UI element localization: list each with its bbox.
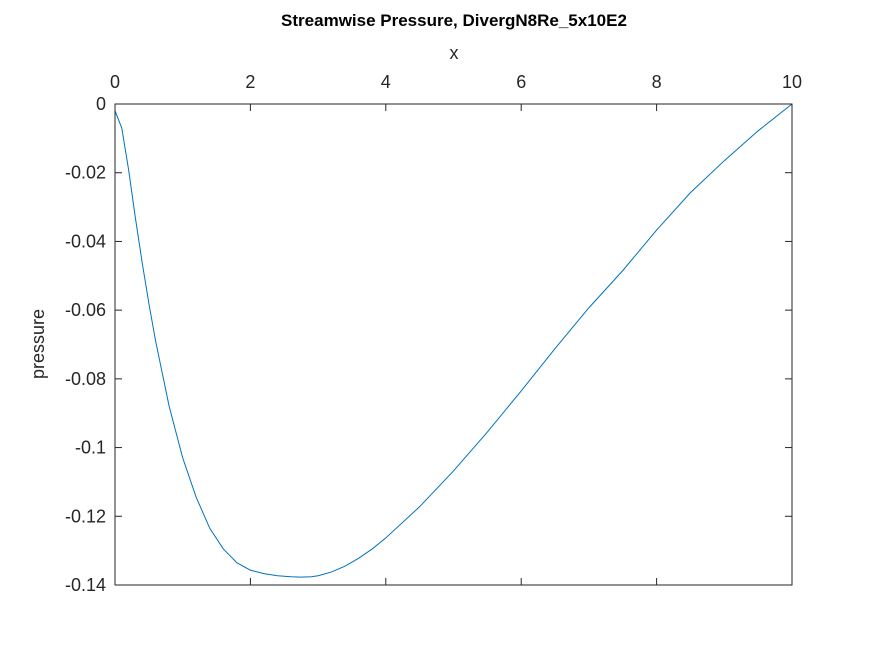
x-tick-label: 4: [381, 72, 391, 92]
x-axis-label: x: [450, 43, 459, 63]
y-tick-label: -0.12: [65, 506, 106, 526]
y-tick-label: -0.06: [65, 300, 106, 320]
y-tick-label: 0: [96, 94, 106, 114]
y-tick-label: -0.14: [65, 575, 106, 595]
x-tick-label: 8: [652, 72, 662, 92]
axis-ticks: 0 2 4 6 8 10 0 -0.02 -0.04 -0.06 -0.08 -0.1 -0.12 -0.…: [65, 72, 802, 595]
plot-area: [114, 103, 793, 578]
x-tick-label: 10: [782, 72, 802, 92]
y-axis-label: pressure: [28, 309, 48, 379]
x-tick-label: 6: [516, 72, 526, 92]
y-tick-label: -0.08: [65, 369, 106, 389]
axes-box: [114, 103, 793, 586]
y-tick-label: -0.04: [65, 231, 106, 251]
y-tick-label: -0.1: [75, 438, 106, 458]
chart-title: Streamwise Pressure, DivergN8Re_5x10E2: [281, 11, 627, 30]
x-tick-label: 0: [110, 72, 120, 92]
y-tick-label: -0.02: [65, 163, 106, 183]
pressure-line: [114, 103, 793, 578]
x-tick-label: 2: [245, 72, 255, 92]
